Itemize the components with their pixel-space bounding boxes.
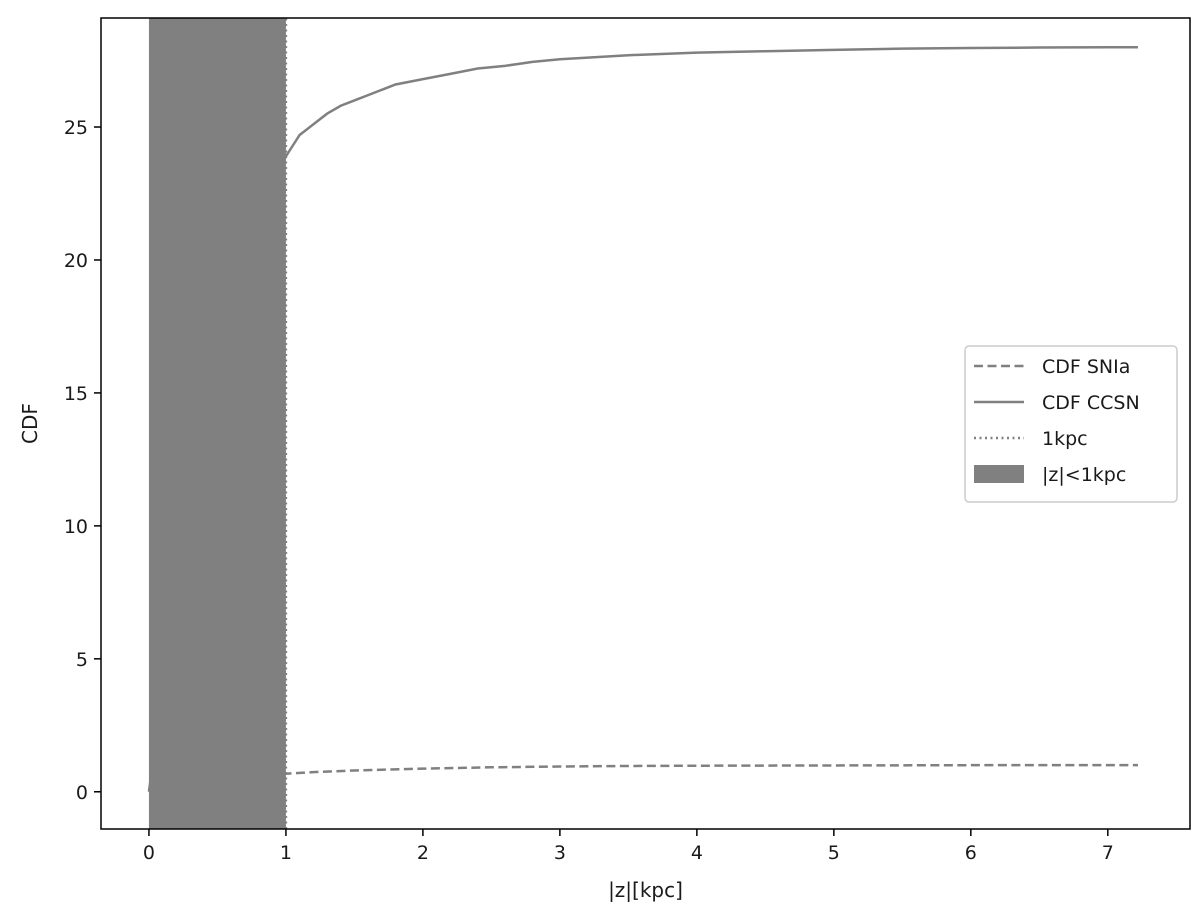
- x-tick-label: 3: [554, 842, 566, 864]
- x-tick-label: 5: [828, 842, 840, 864]
- series-line-1: [148, 763, 1138, 793]
- x-axis-label: |z|[kpc]: [608, 878, 683, 902]
- x-tick-label: 6: [965, 842, 977, 864]
- legend-label: CDF SNIa: [1042, 356, 1130, 378]
- x-tick-label: 1: [280, 842, 292, 864]
- axes-frame: [100, 17, 1191, 830]
- y-tick-label: 15: [64, 383, 88, 405]
- legend: CDF SNIa CDF CCSN 1kpc |z|<1kpc: [964, 345, 1178, 503]
- legend-box: [964, 345, 1178, 503]
- x-tick-label: 7: [1102, 842, 1114, 864]
- x-tick-label: 2: [417, 842, 429, 864]
- x-tick-label: 0: [143, 842, 155, 864]
- x-tick-label: 4: [691, 842, 703, 864]
- y-tick-label: 25: [64, 117, 88, 139]
- y-tick-label: 20: [64, 250, 88, 272]
- legend-label: |z|<1kpc: [1042, 464, 1126, 486]
- shaded-region-1: [148, 18, 286, 829]
- y-tick-label: 5: [76, 649, 88, 671]
- legend-swatch: [974, 465, 1024, 483]
- y-tick-label: 10: [64, 516, 88, 538]
- legend-label: CDF CCSN: [1042, 392, 1140, 414]
- y-axis-label: CDF: [18, 403, 42, 444]
- legend-label: 1kpc: [1042, 428, 1088, 450]
- y-tick-label: 0: [76, 782, 88, 804]
